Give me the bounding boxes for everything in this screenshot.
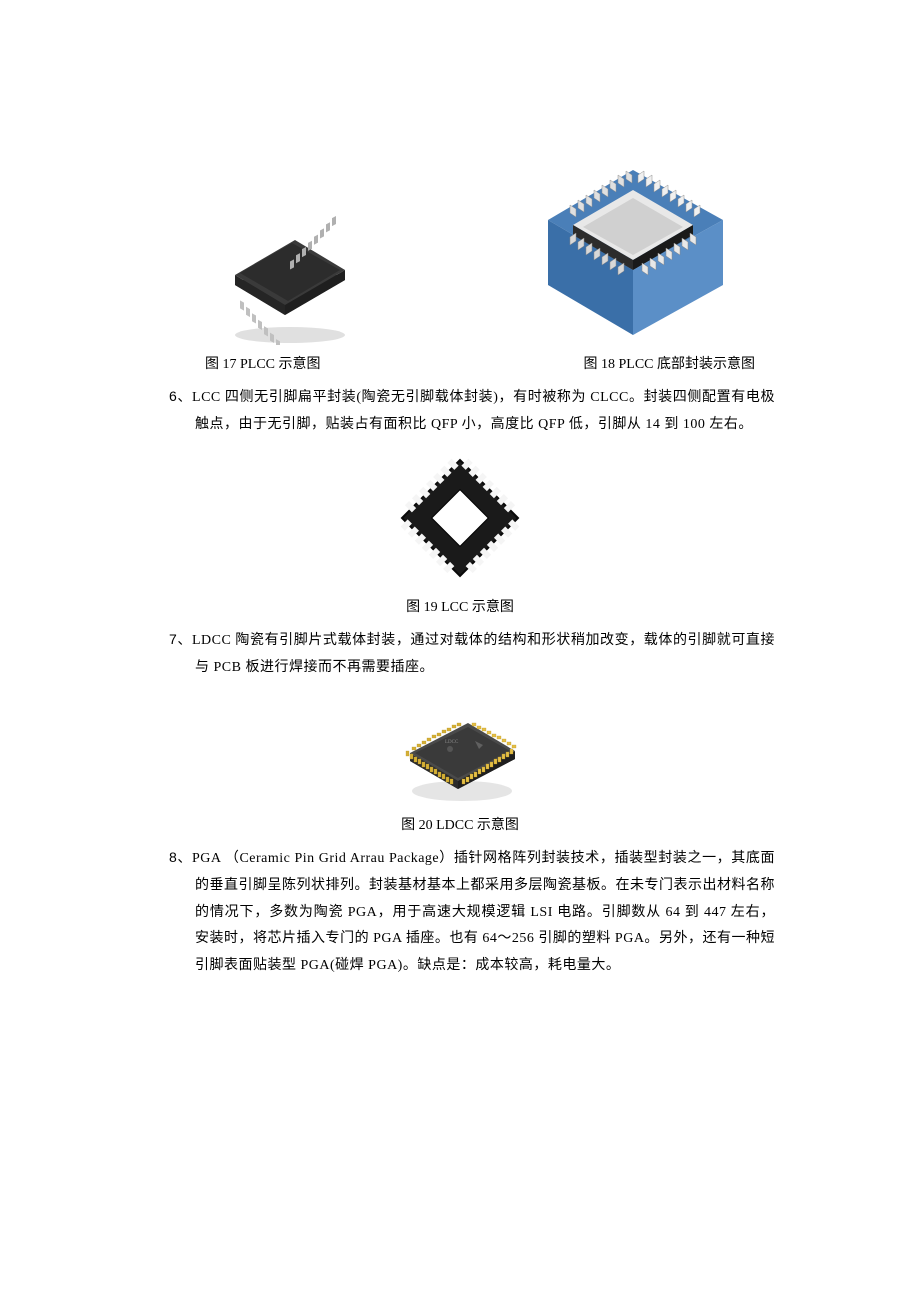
figure-17-block: [145, 185, 425, 345]
section-6: 6、LCC 四侧无引脚扁平封装(陶瓷无引脚载体封装)，有时被称为 CLCC。封装…: [145, 383, 775, 438]
section-6-body: LCC 四侧无引脚扁平封装(陶瓷无引脚载体封装)，有时被称为 CLCC。封装四侧…: [192, 390, 775, 432]
plcc-top-illustration: [210, 185, 360, 345]
section-8-body: PGA （Ceramic Pin Grid Arrau Package）插针网格…: [192, 851, 775, 972]
figure-19-block: 图 19 LCC 示意图: [145, 448, 775, 616]
ldcc-illustration: LDCC: [390, 691, 530, 806]
section-8-number: 8、: [169, 849, 192, 865]
figure-20-caption: 图 20 LDCC 示意图: [401, 814, 519, 834]
section-6-text: 6、LCC 四侧无引脚扁平封装(陶瓷无引脚载体封装)，有时被称为 CLCC。封装…: [145, 383, 775, 438]
caption-row-17-18: 图 17 PLCC 示意图 图 18 PLCC 底部封装示意图: [145, 353, 775, 373]
section-8-text: 8、PGA （Ceramic Pin Grid Arrau Package）插针…: [145, 844, 775, 979]
section-7-body: LDCC 陶瓷有引脚片式载体封装，通过对载体的结构和形状稍加改变，载体的引脚就可…: [192, 633, 775, 675]
svg-text:LDCC: LDCC: [445, 740, 459, 745]
lcc-illustration: [390, 448, 530, 588]
figure-18-caption: 图 18 PLCC 底部封装示意图: [583, 353, 755, 373]
figure-19-caption: 图 19 LCC 示意图: [406, 596, 514, 616]
section-7-text: 7、LDCC 陶瓷有引脚片式载体封装，通过对载体的结构和形状稍加改变，载体的引脚…: [145, 626, 775, 681]
figure-18-block: [495, 155, 775, 345]
plcc-bottom-illustration: [538, 155, 733, 345]
section-8: 8、PGA （Ceramic Pin Grid Arrau Package）插针…: [145, 844, 775, 979]
section-7-number: 7、: [169, 631, 192, 647]
figure-row-plcc: [145, 155, 775, 345]
section-7: 7、LDCC 陶瓷有引脚片式载体封装，通过对载体的结构和形状稍加改变，载体的引脚…: [145, 626, 775, 681]
section-6-number: 6、: [169, 388, 192, 404]
figure-17-caption: 图 17 PLCC 示意图: [205, 353, 321, 373]
figure-20-block: LDCC: [145, 691, 775, 834]
